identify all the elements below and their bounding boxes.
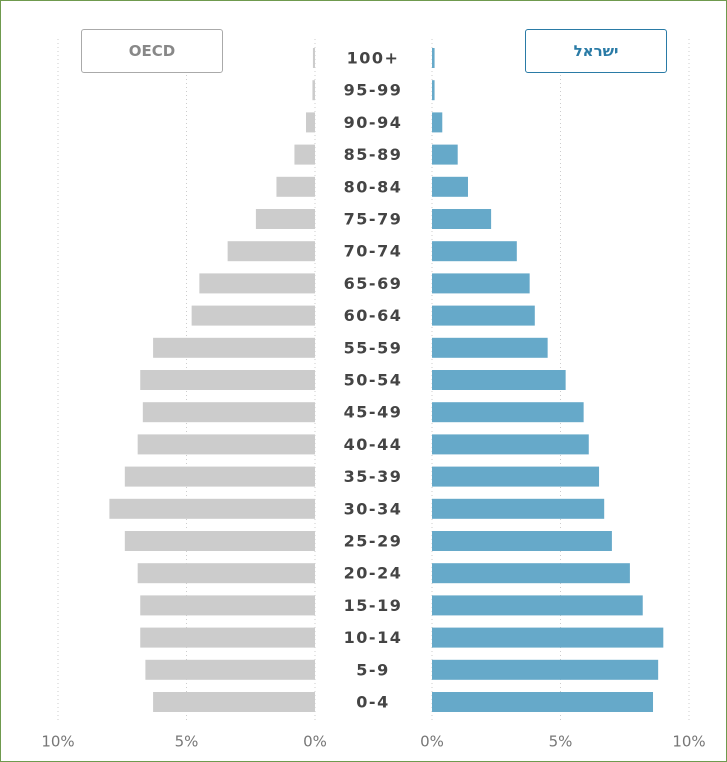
bar [432,337,548,358]
bar [432,370,566,390]
category-label: 40-44 [344,435,403,454]
category-label: 85-89 [344,145,403,164]
bar [432,112,443,133]
bar [432,241,517,262]
category-label: 60-64 [344,306,403,325]
category-label: 55-59 [344,338,403,357]
bar [432,563,630,584]
bar [191,305,315,326]
category-label: 35-39 [344,467,403,486]
category-label: 50-54 [344,371,403,390]
bar [124,531,315,551]
bar [432,466,600,487]
bar [432,498,605,519]
bar [432,176,468,197]
bar [432,692,654,712]
category-label: 5-9 [356,660,389,679]
bar [140,370,315,390]
bar [432,80,435,101]
bar [432,434,589,455]
bar [432,144,458,165]
bar [432,659,659,680]
bar [124,466,315,487]
legend-button[interactable]: OECD [81,29,223,73]
category-label: 15-19 [344,596,403,615]
bar [432,209,492,229]
x-tick-label: 5% [175,733,199,751]
x-tick-label: 5% [549,733,573,751]
bar [255,209,315,229]
bar [306,112,315,133]
bar [294,144,315,165]
x-tick-label: 0% [420,733,444,751]
category-label: 20-24 [344,564,403,583]
bar [432,305,535,326]
bar [432,273,530,294]
bar [312,48,315,68]
category-label: 100+ [347,49,400,68]
category-label: 10-14 [344,628,403,647]
bar [137,434,315,455]
bar [137,563,315,584]
bar [145,659,315,680]
bar [312,80,315,101]
bar [199,273,315,294]
legend-button[interactable]: ישראל [525,29,667,73]
category-label: 95-99 [344,81,403,100]
bar [432,595,643,616]
category-label: 75-79 [344,210,403,229]
category-label: 0-4 [356,693,389,712]
category-label: 65-69 [344,274,403,293]
category-label: 70-74 [344,242,403,261]
bar [109,498,316,519]
bar [140,595,315,616]
category-label: 90-94 [344,113,403,132]
bar [153,337,315,358]
category-label: 30-34 [344,499,403,518]
bar [432,48,435,68]
category-label: 25-29 [344,532,403,551]
category-label: 80-84 [344,177,403,196]
bar [432,627,664,648]
x-tick-label: 10% [41,733,74,751]
bar [432,402,584,423]
bar [153,692,315,712]
bar [140,627,315,648]
bar [276,176,315,197]
x-tick-label: 0% [303,733,327,751]
x-tick-label: 10% [672,733,705,751]
bar [142,402,315,423]
bar [432,531,612,551]
bar [227,241,315,262]
category-label: 45-49 [344,403,403,422]
